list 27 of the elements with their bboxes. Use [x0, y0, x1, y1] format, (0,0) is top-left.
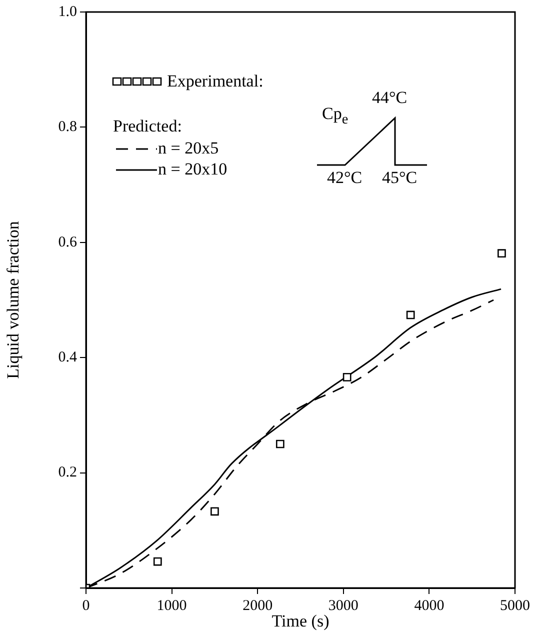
y-tick-label: 0.6: [58, 234, 78, 250]
x-tick-label: 1000: [156, 598, 187, 614]
point: [342, 373, 352, 382]
legend-label: Experimental:: [167, 71, 264, 90]
point: [153, 557, 162, 566]
x-tick-label: 3000: [328, 598, 358, 614]
legend-label: n = 20x5: [158, 138, 219, 158]
annotation: 42°C: [327, 168, 362, 188]
y-tick-label: 1.0: [58, 4, 77, 20]
point: [498, 249, 506, 258]
legend-title: Predicted:: [113, 116, 182, 136]
y-tick-label: 0.4: [58, 350, 78, 366]
y-tick-label: 0.8: [58, 119, 77, 136]
x-tick-label: 5000: [500, 598, 530, 614]
y-tick-label: 0.2: [58, 464, 77, 481]
point: [406, 310, 415, 320]
annotation: Cp$_{e}$: [322, 104, 348, 128]
y-axis-title: Liquid volume fraction: [4, 220, 23, 379]
x-tick-label: 4000: [414, 598, 444, 614]
annotation: 45°C: [382, 168, 418, 188]
x-axis-title: Time (s): [272, 611, 330, 630]
point: [210, 507, 219, 516]
x-tick-label: 0: [82, 598, 90, 614]
legend-label: n = 20x10: [158, 159, 228, 178]
point: [276, 440, 284, 448]
annotation: 44°C: [372, 88, 408, 108]
x-tick-label: 2000: [242, 598, 273, 614]
